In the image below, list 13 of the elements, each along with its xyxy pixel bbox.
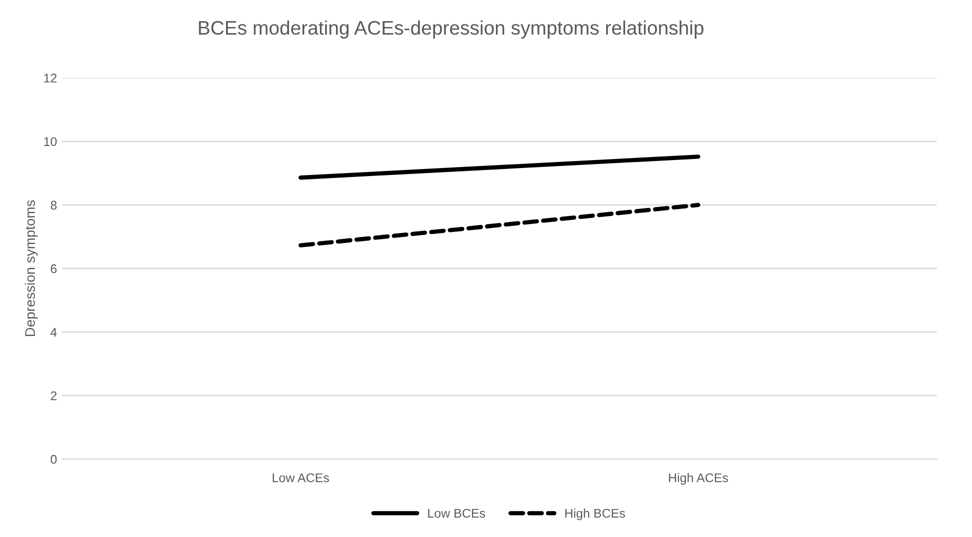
legend-label: High BCEs [565,508,625,520]
legend-label: Low BCEs [428,508,486,518]
y-tick-label: 2 [50,391,57,400]
y-tick-label: 4 [50,328,57,337]
chart-title: BCEs moderating ACEs-depression symptoms relationship [198,20,704,39]
x-tick-label: Low ACEs [272,473,329,482]
y-tick-label: 10 [44,137,57,146]
x-tick-label: High ACEs [669,473,728,485]
y-tick-label: 8 [50,200,57,210]
y-tick-label: 0 [50,454,57,464]
y-tick-label: 6 [50,264,57,274]
y-axis-title: Depression symptoms [24,200,38,336]
y-tick-label: 12 [44,74,57,82]
